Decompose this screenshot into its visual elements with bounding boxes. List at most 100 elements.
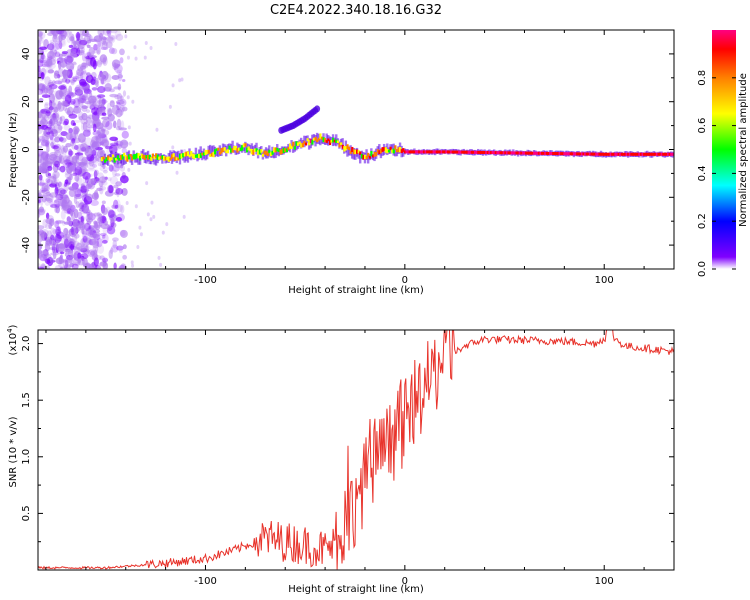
noise-blob bbox=[80, 238, 86, 247]
ridge-cell bbox=[662, 152, 665, 156]
noise-blob bbox=[78, 98, 87, 104]
ridge-halo bbox=[226, 144, 230, 152]
ridge-cell bbox=[422, 150, 426, 154]
noise-blob bbox=[96, 187, 103, 192]
noise-blob bbox=[58, 41, 63, 50]
noise-blob bbox=[75, 242, 83, 251]
ridge-cell bbox=[143, 155, 147, 160]
noise-blob bbox=[71, 240, 80, 247]
ridge-cell bbox=[135, 153, 139, 159]
ridge-cell bbox=[217, 147, 220, 151]
ridge-cell bbox=[426, 150, 429, 154]
noise-blob bbox=[82, 94, 90, 102]
ridge-cell bbox=[231, 148, 234, 153]
noise-blob bbox=[40, 230, 47, 239]
ridge-cell bbox=[600, 152, 603, 156]
noise-blob bbox=[87, 227, 95, 232]
noise-blob bbox=[71, 110, 75, 116]
ridge-cell bbox=[601, 152, 604, 156]
noise-blob bbox=[139, 232, 143, 237]
noise-blob bbox=[93, 257, 99, 267]
noise-blob bbox=[49, 128, 58, 135]
colorbar-gradient bbox=[712, 30, 736, 269]
noise-blob bbox=[63, 221, 71, 225]
ridge-halo bbox=[365, 149, 368, 160]
ridge-cell bbox=[627, 152, 630, 156]
noise-blob bbox=[121, 147, 127, 154]
ridge-halo bbox=[137, 153, 140, 165]
ridge-cell bbox=[269, 152, 273, 157]
ridge-halo bbox=[379, 148, 383, 159]
ridge-cell bbox=[357, 150, 360, 154]
ridge-cell bbox=[108, 157, 111, 162]
noise-blob bbox=[95, 122, 104, 130]
ridge-cell bbox=[320, 136, 324, 140]
noise-blob bbox=[47, 69, 55, 74]
ridge-cell bbox=[116, 155, 119, 160]
ridge-cell bbox=[394, 145, 397, 150]
ridge-cell bbox=[301, 142, 304, 148]
noise-blob bbox=[60, 210, 66, 220]
ridge-cell bbox=[287, 146, 290, 151]
ridge-halo bbox=[341, 138, 344, 151]
ridge-halo bbox=[378, 144, 381, 156]
ridge-cell bbox=[552, 152, 555, 156]
ridge-cell bbox=[667, 152, 670, 156]
ridge-halo bbox=[315, 132, 319, 144]
noise-blob bbox=[102, 257, 107, 268]
noise-blob bbox=[52, 145, 59, 149]
ridge-cell bbox=[376, 149, 379, 153]
noise-blob bbox=[114, 204, 119, 209]
ridge-cell bbox=[604, 152, 608, 156]
noise-blob bbox=[86, 44, 91, 49]
noise-blob bbox=[91, 157, 100, 164]
noise-blob bbox=[115, 187, 124, 195]
ridge-halo bbox=[242, 144, 245, 152]
ridge-cell bbox=[392, 148, 395, 154]
ridge-cell bbox=[177, 157, 180, 161]
noise-blob bbox=[60, 131, 68, 137]
ridge-halo bbox=[304, 135, 308, 145]
ridge-cell bbox=[314, 136, 317, 141]
y-tick-label: -20 bbox=[21, 189, 32, 205]
noise-blob bbox=[115, 99, 125, 105]
ridge-cell bbox=[172, 153, 175, 158]
ridge-cell bbox=[344, 146, 348, 151]
ridge-halo bbox=[102, 157, 105, 166]
noise-blob bbox=[70, 98, 76, 105]
noise-blob bbox=[66, 55, 74, 63]
ridge-cell bbox=[317, 137, 320, 141]
ridge-cell bbox=[654, 152, 657, 156]
noise-blob bbox=[76, 177, 83, 186]
ridge-cell bbox=[167, 156, 170, 162]
ridge-halo bbox=[217, 149, 220, 157]
noise-blob bbox=[68, 127, 73, 134]
ridge-cell bbox=[579, 152, 582, 156]
noise-blob bbox=[53, 72, 59, 79]
noise-blob bbox=[80, 37, 87, 45]
noise-blob bbox=[109, 247, 114, 255]
ridge-cell bbox=[196, 153, 199, 158]
noise-blob bbox=[47, 165, 53, 172]
noise-blob bbox=[38, 249, 41, 256]
ridge-halo bbox=[110, 150, 113, 162]
noise-blob bbox=[53, 174, 57, 183]
noise-blob bbox=[84, 146, 93, 157]
ridge-cell bbox=[363, 154, 367, 160]
ridge-cell bbox=[158, 156, 161, 160]
noise-blob bbox=[80, 181, 90, 192]
noise-blob bbox=[54, 182, 60, 192]
ridge-cell bbox=[577, 152, 580, 156]
noise-blob bbox=[77, 133, 86, 143]
ridge-cell bbox=[182, 153, 185, 158]
ridge-halo bbox=[320, 136, 324, 144]
ridge-cell bbox=[451, 150, 454, 154]
ridge-cell bbox=[453, 150, 456, 154]
ridge-cell bbox=[504, 151, 507, 155]
noise-blob bbox=[178, 78, 182, 83]
noise-blob bbox=[157, 255, 161, 260]
noise-blob bbox=[112, 237, 119, 242]
ridge-cell bbox=[505, 151, 509, 155]
noise-blob bbox=[61, 38, 66, 46]
noise-blob bbox=[74, 175, 80, 182]
